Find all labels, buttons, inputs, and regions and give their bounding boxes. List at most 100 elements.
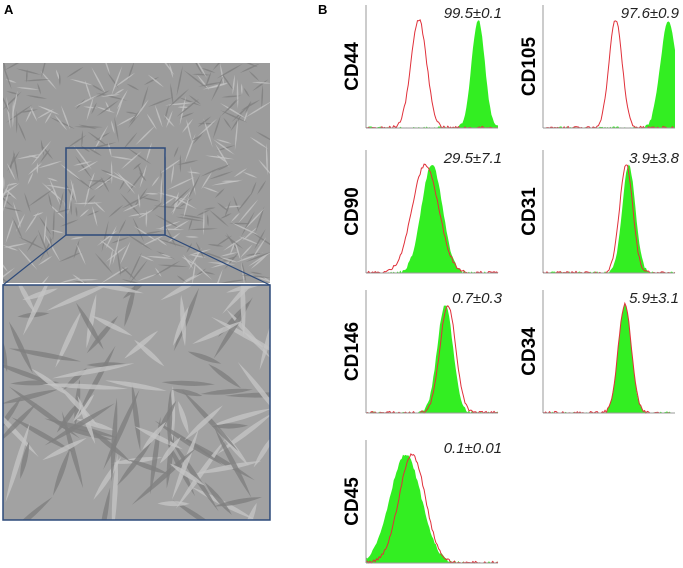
cell bbox=[239, 63, 260, 74]
cell bbox=[167, 390, 173, 447]
cell bbox=[154, 214, 182, 230]
cell bbox=[179, 154, 182, 173]
control-histogram bbox=[542, 301, 675, 414]
cell bbox=[3, 267, 16, 278]
cell bbox=[219, 63, 225, 87]
cell bbox=[201, 171, 212, 190]
inset-box bbox=[65, 147, 166, 236]
cell bbox=[236, 79, 239, 109]
cell bbox=[95, 90, 110, 98]
cell bbox=[52, 448, 71, 496]
cell bbox=[12, 100, 14, 128]
cell bbox=[249, 136, 269, 150]
cell bbox=[132, 162, 142, 170]
cell bbox=[173, 146, 179, 158]
cell bbox=[112, 234, 121, 265]
cell bbox=[128, 110, 140, 124]
cell bbox=[220, 110, 248, 123]
cell bbox=[120, 193, 142, 218]
cell bbox=[76, 243, 86, 266]
cell bbox=[74, 94, 98, 108]
cell bbox=[217, 164, 230, 171]
cell bbox=[221, 95, 242, 98]
cell bbox=[15, 110, 18, 134]
cell bbox=[142, 421, 166, 451]
cell bbox=[202, 186, 220, 193]
cell bbox=[197, 118, 218, 137]
cell bbox=[115, 95, 124, 119]
cell bbox=[182, 272, 204, 283]
cell bbox=[224, 200, 231, 218]
cell bbox=[55, 69, 60, 82]
cell bbox=[28, 155, 40, 159]
cell bbox=[233, 168, 248, 178]
cell bbox=[196, 209, 211, 216]
cell bbox=[3, 182, 10, 199]
cell bbox=[175, 438, 226, 509]
positive-histogram bbox=[543, 303, 675, 413]
percent-label: 0.7±0.3 bbox=[452, 290, 503, 307]
zoom-frame bbox=[2, 284, 271, 521]
cell bbox=[240, 244, 253, 258]
cell bbox=[176, 98, 200, 117]
cell bbox=[192, 73, 211, 76]
cell bbox=[187, 351, 222, 364]
cell bbox=[167, 232, 181, 243]
cell bbox=[233, 195, 240, 214]
cell bbox=[86, 194, 96, 204]
cell bbox=[127, 171, 145, 194]
percent-label: 97.6±0.9 bbox=[621, 5, 680, 22]
cell bbox=[171, 428, 199, 500]
cell bbox=[77, 345, 116, 416]
cell bbox=[101, 266, 128, 283]
cell bbox=[121, 194, 150, 209]
cell bbox=[214, 188, 225, 199]
cell bbox=[217, 202, 229, 212]
cell bbox=[94, 285, 144, 294]
cell bbox=[6, 96, 11, 129]
cell bbox=[215, 143, 230, 168]
cell bbox=[213, 139, 235, 155]
cell bbox=[253, 438, 270, 468]
cell bbox=[207, 214, 209, 227]
cell bbox=[84, 182, 91, 208]
control-histogram bbox=[365, 305, 499, 414]
cell bbox=[105, 225, 117, 249]
cell bbox=[17, 247, 38, 271]
cell bbox=[120, 241, 131, 265]
cell bbox=[188, 249, 212, 256]
cell bbox=[220, 279, 247, 283]
cell bbox=[180, 295, 186, 347]
cell bbox=[151, 202, 163, 212]
cell bbox=[216, 139, 232, 144]
cell bbox=[157, 501, 190, 507]
positive-histogram bbox=[543, 164, 675, 273]
cell bbox=[44, 233, 61, 262]
cell bbox=[154, 267, 162, 278]
cell bbox=[160, 173, 163, 204]
cell bbox=[173, 287, 200, 352]
cell bbox=[139, 172, 147, 182]
cell bbox=[71, 174, 94, 191]
cell bbox=[121, 279, 139, 283]
cell bbox=[129, 259, 148, 283]
cell bbox=[105, 172, 126, 182]
cell bbox=[230, 212, 241, 223]
cell bbox=[153, 205, 186, 209]
cell bbox=[146, 142, 152, 162]
cell bbox=[124, 330, 159, 359]
cell bbox=[95, 253, 113, 274]
cell bbox=[46, 285, 108, 311]
cell bbox=[144, 192, 159, 195]
cell bbox=[52, 208, 55, 242]
cell bbox=[92, 206, 98, 227]
cell bbox=[186, 118, 193, 144]
cell bbox=[32, 212, 44, 217]
cell bbox=[179, 95, 186, 126]
cell bbox=[245, 101, 270, 118]
cell bbox=[245, 252, 270, 262]
cell bbox=[239, 274, 270, 278]
cell bbox=[146, 256, 174, 259]
cell bbox=[110, 397, 118, 482]
cell bbox=[215, 235, 233, 247]
